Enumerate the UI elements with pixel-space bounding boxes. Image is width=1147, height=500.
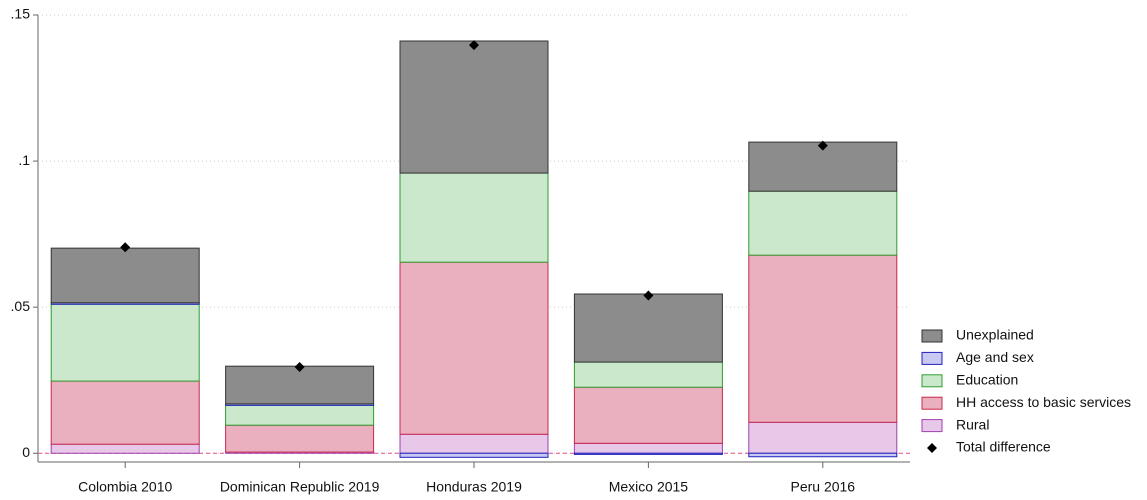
legend-swatch: [921, 374, 943, 388]
bar-segment: [573, 386, 723, 444]
bar-segment: [225, 424, 375, 453]
y-tick-label: .05: [11, 298, 31, 314]
total-marker: [120, 242, 131, 253]
total-marker: [469, 40, 479, 51]
legend-label: Rural: [956, 416, 989, 432]
legend-swatch: [921, 419, 943, 433]
legend-label: Total difference: [956, 439, 1051, 455]
bar-segment: [399, 452, 549, 458]
bar-segment: [50, 303, 200, 382]
bar-segment: [748, 254, 898, 423]
bar-segment: [748, 190, 898, 256]
x-tick-label: Dominican Republic 2019: [220, 479, 380, 495]
legend-marker: [927, 443, 937, 453]
bar-segment: [748, 421, 898, 454]
y-tick-label: .1: [18, 152, 30, 168]
y-tick-label: 0: [22, 444, 30, 460]
x-tick-label: Mexico 2015: [609, 479, 689, 495]
legend-label: Unexplained: [956, 327, 1034, 343]
x-tick-label: Peru 2016: [790, 479, 855, 495]
bar-segment: [399, 261, 549, 435]
bar-segment: [573, 452, 723, 455]
bar-segment: [573, 361, 723, 388]
bar-segment: [50, 247, 200, 304]
bar-segment: [748, 452, 898, 458]
bar-segment: [399, 40, 549, 174]
y-tick-label: .15: [11, 6, 31, 22]
legend-swatch: [921, 329, 943, 343]
total-marker: [817, 140, 828, 151]
legend-swatch: [921, 396, 943, 410]
legend-label: HH access to basic services: [956, 394, 1131, 410]
legend-label: Age and sex: [956, 349, 1034, 365]
total-marker: [294, 362, 305, 373]
bar-segment: [399, 433, 549, 454]
bar-segment: [225, 365, 375, 405]
bar-segment: [573, 293, 723, 363]
legend-swatch: [921, 351, 943, 365]
x-tick-label: Colombia 2010: [78, 479, 172, 495]
total-marker: [643, 290, 654, 301]
bar-segment: [399, 172, 549, 263]
bar-segment: [573, 442, 723, 454]
x-tick-label: Honduras 2019: [426, 479, 522, 495]
bar-segment: [50, 443, 200, 454]
bar-segment: [225, 404, 375, 426]
legend-label: Education: [956, 372, 1018, 388]
bar-segment: [50, 380, 200, 445]
